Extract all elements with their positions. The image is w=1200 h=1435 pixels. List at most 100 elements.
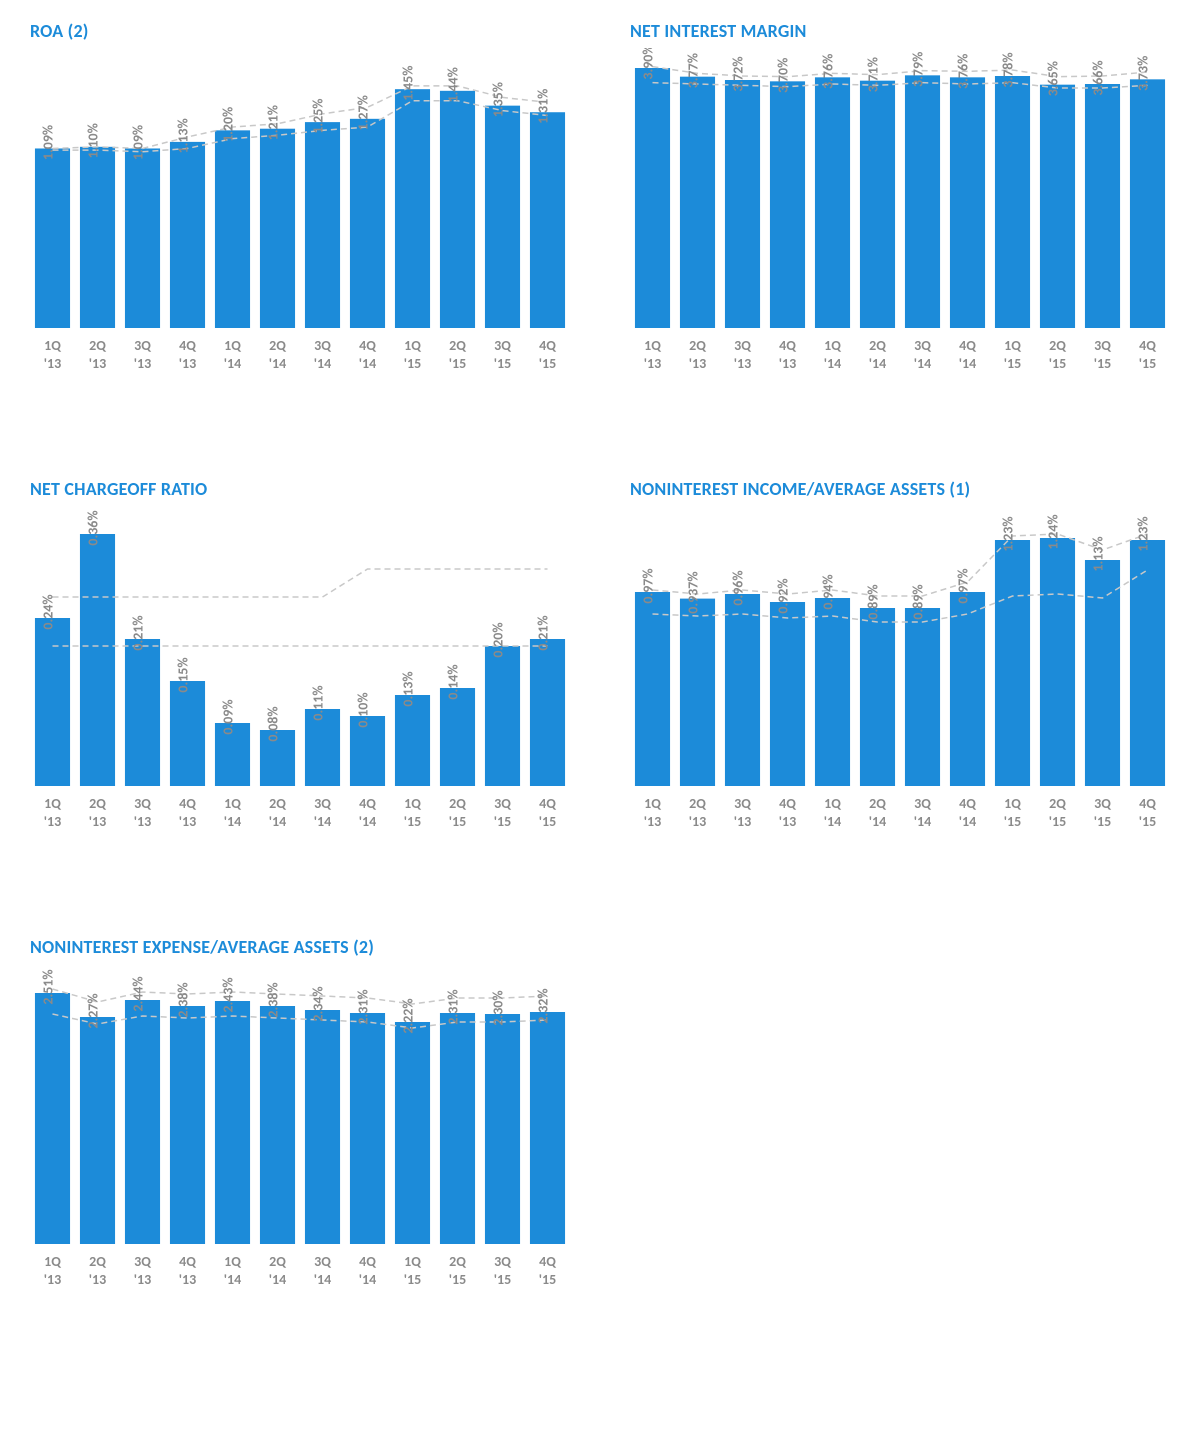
bar-value-label: 0.14% bbox=[445, 664, 462, 699]
x-label-year: '13 bbox=[689, 355, 706, 372]
bar-value-label: 1.31% bbox=[535, 89, 552, 124]
x-label-quarter: 1Q bbox=[644, 337, 661, 354]
x-label-quarter: 2Q bbox=[689, 337, 706, 354]
x-label-year: '14 bbox=[314, 355, 331, 372]
chart-title: NET CHARGEOFF RATIO bbox=[30, 478, 570, 500]
bar bbox=[305, 1010, 340, 1244]
bar-value-label: 0.89% bbox=[910, 584, 927, 619]
bar-value-label: 3.77% bbox=[685, 53, 702, 88]
x-label-quarter: 3Q bbox=[134, 795, 151, 812]
bar bbox=[395, 89, 430, 328]
x-label-quarter: 2Q bbox=[449, 795, 466, 812]
bar-value-label: 0.96% bbox=[730, 570, 747, 605]
bar bbox=[80, 1017, 115, 1244]
x-label-quarter: 2Q bbox=[1049, 337, 1066, 354]
bar-value-label: 1.21% bbox=[265, 105, 282, 140]
chart-nie: NONINTEREST EXPENSE/AVERAGE ASSETS (2)2.… bbox=[30, 936, 570, 1324]
chart-canvas: 0.24%0.36%0.21%0.15%0.09%0.08%0.11%0.10%… bbox=[30, 506, 570, 866]
bar bbox=[815, 77, 850, 328]
bar-value-label: 3.79% bbox=[910, 52, 927, 87]
bar-value-label: 2.32% bbox=[535, 988, 552, 1023]
bar-value-label: 1.13% bbox=[1090, 536, 1107, 571]
bar-value-label: 2.38% bbox=[265, 982, 282, 1017]
x-label-year: '14 bbox=[869, 813, 886, 830]
bar bbox=[680, 77, 715, 328]
x-label-quarter: 2Q bbox=[449, 337, 466, 354]
bar bbox=[170, 1006, 205, 1244]
x-label-quarter: 3Q bbox=[134, 1253, 151, 1270]
x-label-quarter: 2Q bbox=[869, 337, 886, 354]
bar bbox=[170, 142, 205, 328]
bar bbox=[80, 534, 115, 786]
x-label-year: '13 bbox=[134, 813, 151, 830]
bar bbox=[530, 112, 565, 328]
bar-value-label: 0.92% bbox=[775, 578, 792, 613]
x-label-quarter: 4Q bbox=[539, 795, 556, 812]
x-label-year: '15 bbox=[1094, 355, 1111, 372]
x-label-year: '13 bbox=[89, 1271, 106, 1288]
x-label-quarter: 4Q bbox=[179, 795, 196, 812]
chart-title: NONINTEREST INCOME/AVERAGE ASSETS (1) bbox=[630, 478, 1170, 500]
bar-value-label: 1.23% bbox=[1000, 516, 1017, 551]
x-label-year: '15 bbox=[1004, 355, 1021, 372]
chart-nii: NONINTEREST INCOME/AVERAGE ASSETS (1) 0.9… bbox=[630, 478, 1170, 866]
chart-title: NET INTEREST MARGIN bbox=[630, 20, 1170, 42]
x-label-year: '13 bbox=[89, 355, 106, 372]
x-label-year: '15 bbox=[494, 355, 511, 372]
bar bbox=[125, 1000, 160, 1244]
bar-value-label: 0.20% bbox=[490, 622, 507, 657]
bar-value-label: 1.09% bbox=[130, 125, 147, 160]
x-label-quarter: 2Q bbox=[89, 337, 106, 354]
bar-value-label: 0.21% bbox=[130, 615, 147, 650]
x-label-quarter: 1Q bbox=[404, 1253, 421, 1270]
chart-canvas: 2.51%2.27%2.44%2.38%2.43%2.38%2.34%2.31%… bbox=[30, 964, 570, 1324]
bar-value-label: 3.76% bbox=[820, 54, 837, 89]
x-label-quarter: 4Q bbox=[359, 1253, 376, 1270]
bar-value-label: 3.90% bbox=[640, 48, 657, 80]
x-label-year: '15 bbox=[1049, 355, 1066, 372]
bar bbox=[440, 91, 475, 328]
bar-value-label: 3.78% bbox=[1000, 52, 1017, 87]
bar-value-label: 2.43% bbox=[220, 977, 237, 1012]
bar bbox=[1085, 84, 1120, 328]
bar-value-label: 1.44% bbox=[445, 67, 462, 102]
trend-line bbox=[653, 67, 1148, 77]
x-label-quarter: 3Q bbox=[914, 795, 931, 812]
x-label-year: '14 bbox=[224, 813, 241, 830]
x-label-quarter: 2Q bbox=[869, 795, 886, 812]
x-label-year: '14 bbox=[959, 813, 976, 830]
bar bbox=[530, 1012, 565, 1244]
x-label-quarter: 4Q bbox=[1139, 795, 1156, 812]
x-label-year: '14 bbox=[359, 813, 376, 830]
bar-value-label: 2.27% bbox=[85, 993, 102, 1028]
x-label-quarter: 4Q bbox=[1139, 337, 1156, 354]
x-label-quarter: 1Q bbox=[44, 795, 61, 812]
bar-value-label: 3.71% bbox=[865, 57, 882, 92]
bar-value-label: 0.24% bbox=[40, 594, 57, 629]
x-label-year: '14 bbox=[824, 813, 841, 830]
bar bbox=[950, 592, 985, 786]
x-label-year: '14 bbox=[269, 355, 286, 372]
x-label-year: '14 bbox=[359, 1271, 376, 1288]
x-label-year: '14 bbox=[269, 813, 286, 830]
x-label-quarter: 4Q bbox=[959, 337, 976, 354]
bar-value-label: 1.24% bbox=[1045, 514, 1062, 549]
bar-value-label: 1.09% bbox=[40, 125, 57, 160]
x-label-quarter: 1Q bbox=[644, 795, 661, 812]
x-label-year: '15 bbox=[1049, 813, 1066, 830]
bar-value-label: 1.45% bbox=[400, 66, 417, 101]
bar-value-label: 2.31% bbox=[355, 989, 372, 1024]
x-label-year: '13 bbox=[689, 813, 706, 830]
chart-canvas: 3.90%3.77%3.72%3.70%3.76%3.71%3.79%3.76%… bbox=[630, 48, 1170, 408]
x-label-quarter: 3Q bbox=[734, 337, 751, 354]
bar-value-label: 3.76% bbox=[955, 54, 972, 89]
x-label-year: '15 bbox=[1139, 355, 1156, 372]
x-label-year: '15 bbox=[449, 813, 466, 830]
bar bbox=[815, 598, 850, 786]
x-label-year: '14 bbox=[314, 813, 331, 830]
x-label-year: '13 bbox=[734, 355, 751, 372]
x-label-year: '13 bbox=[134, 355, 151, 372]
bar-value-label: 0.21% bbox=[535, 615, 552, 650]
x-label-quarter: 2Q bbox=[89, 795, 106, 812]
x-label-year: '13 bbox=[779, 355, 796, 372]
